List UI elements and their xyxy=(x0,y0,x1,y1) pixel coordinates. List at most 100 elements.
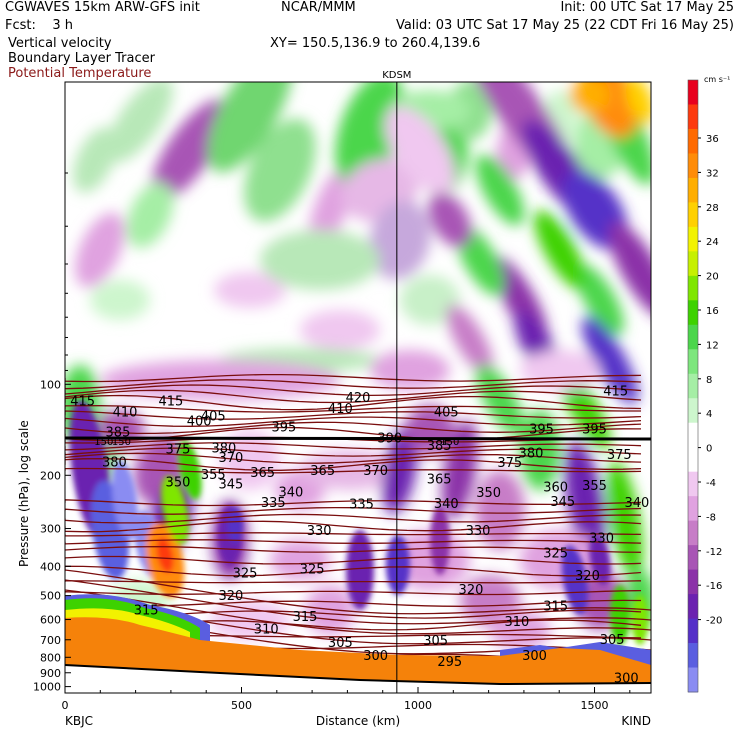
velocity-blob xyxy=(446,304,494,376)
theta-label: 400 xyxy=(187,415,212,430)
colorbar-swatch xyxy=(688,520,698,546)
theta-label: 335 xyxy=(349,498,374,513)
colorbar-swatch xyxy=(688,594,698,620)
theta-label: 390 xyxy=(377,432,402,447)
theta-contour xyxy=(65,565,642,577)
theta-contour xyxy=(65,569,651,615)
colorbar-tick-label: 24 xyxy=(706,237,719,248)
y-axis-label: Pressure (hPa), log scale xyxy=(17,420,31,567)
theta-label: 395 xyxy=(271,421,296,436)
velocity-blob xyxy=(151,99,229,201)
y-tick-label: 200 xyxy=(40,469,61,482)
field-label-boundary-layer-tracer: Boundary Layer Tracer xyxy=(8,51,155,66)
colorbar-units: cm s⁻¹ xyxy=(704,75,730,84)
model-title: CGWAVES 15km ARW-GFS init xyxy=(5,0,200,15)
colorbar-frame xyxy=(687,79,699,693)
colorbar-swatch xyxy=(688,128,698,154)
theta-contour xyxy=(65,545,642,553)
velocity-blob xyxy=(300,310,380,350)
theta-label: 360 xyxy=(543,481,568,496)
field-label-vertical-velocity: Vertical velocity xyxy=(8,36,112,51)
colorbar-tick-label: 8 xyxy=(706,375,712,386)
tropopause-line xyxy=(65,436,651,441)
theta-contour xyxy=(65,452,642,464)
velocity-blob xyxy=(126,182,174,248)
theta-contour xyxy=(65,442,642,451)
theta-contour xyxy=(65,589,642,596)
colorbar-swatch xyxy=(688,226,698,252)
velocity-blob xyxy=(564,440,606,560)
theta-contour xyxy=(65,421,642,435)
colorbar-tick-label: 20 xyxy=(706,272,719,283)
velocity-blob xyxy=(335,82,405,188)
theta-label: 330 xyxy=(589,531,614,546)
theta-label: 310 xyxy=(504,615,529,630)
theta-label: 365 xyxy=(310,464,335,479)
theta-contour xyxy=(65,410,642,420)
theta-contour xyxy=(65,404,641,413)
theta-label: 305 xyxy=(423,634,448,649)
colorbar-swatch xyxy=(688,202,698,228)
colorbar-tick-label: 12 xyxy=(706,340,719,351)
theta-contour xyxy=(65,394,642,411)
velocity-blob xyxy=(428,192,472,248)
theta-contour xyxy=(65,506,642,515)
y-tick-label: 500 xyxy=(40,590,61,603)
colorbar-swatch xyxy=(688,300,698,326)
theta-label: 300 xyxy=(522,649,547,664)
theta-label: 375 xyxy=(497,456,522,471)
forecast-hour: Fcst: 3 h xyxy=(5,18,74,33)
velocity-blob xyxy=(370,350,450,390)
velocity-blob xyxy=(475,470,525,550)
theta-label: 415 xyxy=(70,394,95,409)
velocity-blob xyxy=(475,154,525,226)
colorbar-swatch xyxy=(688,275,698,301)
theta-label: 320 xyxy=(219,589,244,604)
theta-label: 315 xyxy=(543,599,568,614)
theta-label: 375 xyxy=(607,448,632,463)
theta-label: 325 xyxy=(543,546,568,561)
colorbar-swatch xyxy=(688,545,698,571)
theta-label: 295 xyxy=(437,655,462,670)
colorbar-swatch xyxy=(688,643,698,669)
velocity-core xyxy=(430,505,450,575)
velocity-core xyxy=(386,535,410,595)
velocity-blob xyxy=(214,272,286,308)
theta-label: 355 xyxy=(201,468,226,483)
theta-contour xyxy=(65,373,642,383)
colorbar-swatch xyxy=(688,80,698,105)
velocity-blob xyxy=(270,540,330,580)
theta-label: 315 xyxy=(134,603,159,618)
velocity-blob xyxy=(384,106,456,194)
vertical-velocity-shading xyxy=(65,82,651,650)
colorbar-swatch xyxy=(688,471,698,497)
theta-label: 375 xyxy=(166,442,191,457)
theta-label: 365 xyxy=(427,473,452,488)
field-label-potential-temperature: Potential Temperature xyxy=(8,66,152,81)
theta-label: 330 xyxy=(466,524,491,539)
x-tick-label: 1500 xyxy=(581,699,609,712)
velocity-blob xyxy=(106,82,174,163)
colorbar-swatch xyxy=(688,496,698,522)
station-label-left: KBJC xyxy=(65,714,93,728)
theta-label: 415 xyxy=(158,394,183,409)
theta-label: 410 xyxy=(328,402,353,417)
velocity-blob xyxy=(476,364,524,436)
x-tick-label: 500 xyxy=(231,699,252,712)
theta-label: 320 xyxy=(459,583,484,598)
theta-contour xyxy=(65,447,642,457)
colorbar-swatch xyxy=(688,422,698,448)
station-label-right: KIND xyxy=(621,714,651,728)
theta-contour xyxy=(65,467,642,474)
theta-contour xyxy=(65,389,642,404)
theta-label: 340 xyxy=(434,497,459,512)
theta-label: 330 xyxy=(307,524,332,539)
y-tick-label: 100 xyxy=(40,378,61,391)
theta-label: 420 xyxy=(346,391,371,406)
theta-label: 325 xyxy=(233,567,258,582)
x-tick-label: 1000 xyxy=(404,699,432,712)
colorbar-swatch xyxy=(688,398,698,424)
plot-frame xyxy=(64,81,652,694)
velocity-blob xyxy=(75,212,125,288)
